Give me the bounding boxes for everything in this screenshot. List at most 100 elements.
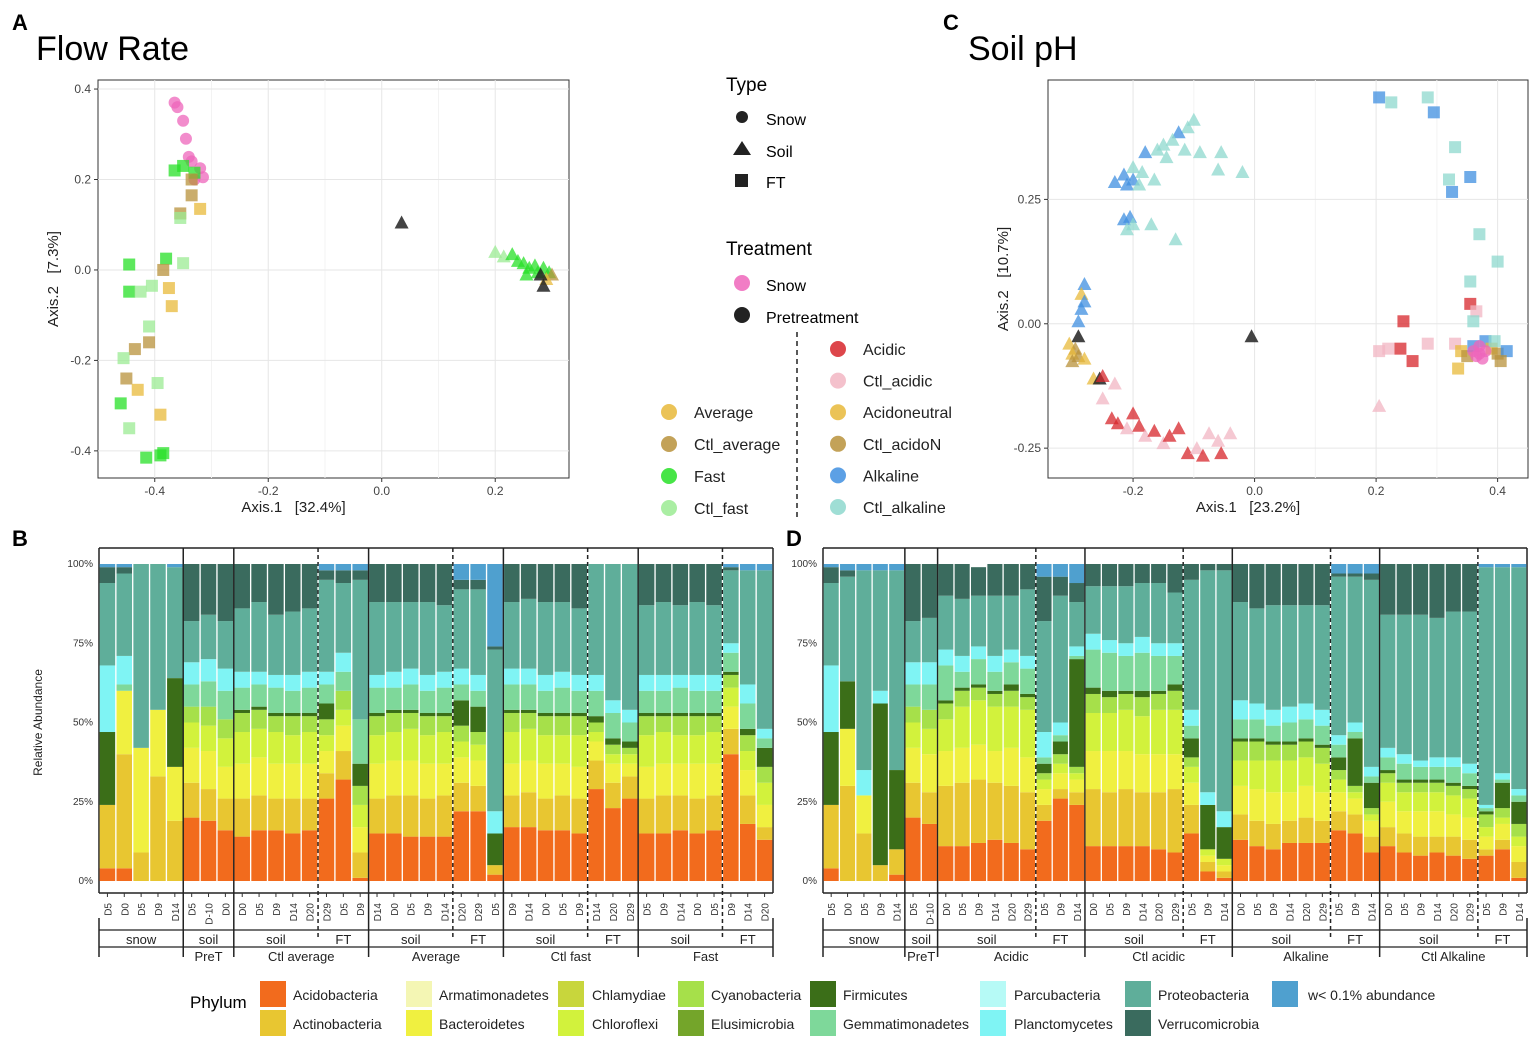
bar-tick-label: D0 xyxy=(693,903,704,916)
bar-segment xyxy=(921,662,937,685)
bar-segment xyxy=(689,833,705,881)
bar-segment xyxy=(739,684,756,704)
x-tick-label: 0.2 xyxy=(487,484,504,498)
bar-segment xyxy=(723,706,739,729)
bar-segment xyxy=(971,684,987,688)
bar-segment xyxy=(706,795,722,831)
bar-segment xyxy=(1183,757,1199,767)
bar-segment xyxy=(1314,792,1330,821)
bar-segment xyxy=(369,602,385,675)
bar-segment xyxy=(938,703,954,720)
bar-segment xyxy=(234,709,250,713)
bar-segment xyxy=(1036,779,1052,790)
bar-segment xyxy=(938,719,954,752)
bar-segment xyxy=(234,687,250,710)
data-point-square xyxy=(1397,315,1410,328)
bar-segment xyxy=(251,671,267,685)
bar-tick-label: D0 xyxy=(238,903,249,916)
bar-segment xyxy=(823,804,839,869)
bar-segment xyxy=(638,716,655,736)
scatter-plot-a: -0.4 -0.2 0.0 0.2 -0.4 -0.2 0.0 0.2 0.4 Axis.1 [3… xyxy=(45,79,570,516)
bar-segment xyxy=(1429,617,1445,758)
bar-segment xyxy=(723,687,739,707)
legend-treatment-snow-swatch xyxy=(734,275,750,291)
bar-segment xyxy=(1020,697,1036,710)
bar-segment xyxy=(386,564,402,603)
legend-treatment-snow: Snow xyxy=(766,278,806,295)
bar-segment xyxy=(1020,849,1036,881)
bar-segment xyxy=(537,716,554,736)
data-point-square xyxy=(114,397,127,410)
bar-segment xyxy=(554,602,571,672)
bar-segment xyxy=(234,732,250,764)
data-point-triangle xyxy=(1162,428,1177,442)
bar-segment xyxy=(840,681,856,729)
plot-area xyxy=(97,79,570,479)
bar-segment xyxy=(1118,751,1134,790)
bar-segment xyxy=(655,763,672,796)
bar-segment xyxy=(1429,757,1445,767)
bar-segment xyxy=(1478,855,1494,881)
bar-segment xyxy=(453,589,470,669)
bar-segment xyxy=(234,763,250,799)
bar-segment xyxy=(571,766,587,799)
bar-segment xyxy=(369,564,385,603)
bar-tick-label: D5 xyxy=(710,903,721,916)
data-point-square xyxy=(143,336,156,349)
data-point-triangle xyxy=(1132,177,1147,191)
bar-segment xyxy=(672,674,689,688)
bar-segment xyxy=(1200,855,1216,862)
bar-tick-label: D14 xyxy=(373,903,384,922)
bar-segment xyxy=(655,690,672,713)
bar-segment xyxy=(1216,564,1232,571)
bar-segment xyxy=(554,795,571,831)
bar-tick-label: D14 xyxy=(289,903,300,922)
data-point-triangle xyxy=(1211,162,1226,176)
bar-segment xyxy=(588,789,604,881)
bar-segment xyxy=(268,687,284,713)
bar-tick-label: D20 xyxy=(1449,903,1460,922)
bar-segment xyxy=(352,570,368,580)
bar-tick-label: D14 xyxy=(744,903,755,922)
bar-segment xyxy=(453,811,470,881)
bar-segment xyxy=(1331,770,1347,780)
bar-segment xyxy=(352,827,368,853)
legend-treatment: Treatment Snow Pretreatment xyxy=(726,239,859,327)
bar-segment xyxy=(436,836,453,881)
bar-segment xyxy=(133,747,149,853)
bar-segment xyxy=(823,567,839,584)
bar-segment xyxy=(1380,757,1396,771)
phylum-label: Armatimonadetes xyxy=(439,987,549,1003)
data-point-square xyxy=(1373,91,1386,104)
bar-segment xyxy=(1282,741,1298,745)
bar-segment xyxy=(739,703,756,729)
bar-tick-label: D5 xyxy=(491,903,502,916)
bar-segment xyxy=(1200,804,1216,850)
bar-segment xyxy=(1380,770,1396,774)
bar-segment xyxy=(554,763,571,796)
bar-segment xyxy=(1232,602,1249,701)
bar-segment xyxy=(1249,738,1265,742)
bar-tick-label: D9 xyxy=(508,903,519,916)
bar-segment xyxy=(453,725,470,742)
treatment-label: Ctl Alkaline xyxy=(1421,949,1485,964)
bar-segment xyxy=(217,830,234,881)
bar-tick-label: D5 xyxy=(1335,903,1346,916)
scatter-plot-c: -0.2 0.0 0.2 0.4 -0.25 0.00 0.25 Axis.1 [23.2%]… xyxy=(995,79,1529,516)
legend-label: Average xyxy=(694,405,753,422)
bar-segment xyxy=(1445,814,1461,837)
bar-segment xyxy=(1167,592,1183,644)
bar-tick-label: D5 xyxy=(1106,903,1117,916)
phylum-swatch xyxy=(980,1010,1006,1036)
bar-segment xyxy=(1151,583,1167,644)
bar-segment xyxy=(1232,760,1249,786)
bar-segment xyxy=(739,823,756,881)
bar-tick-label: D5 xyxy=(1040,903,1051,916)
x-tick-label: 0.4 xyxy=(1489,484,1506,498)
x-tick-label: -0.4 xyxy=(144,484,165,498)
bar-segment xyxy=(402,836,419,881)
bar-tick-label: D14 xyxy=(440,903,451,922)
bar-segment xyxy=(217,564,234,622)
data-point-triangle xyxy=(1189,441,1204,455)
bar-segment xyxy=(554,830,571,881)
